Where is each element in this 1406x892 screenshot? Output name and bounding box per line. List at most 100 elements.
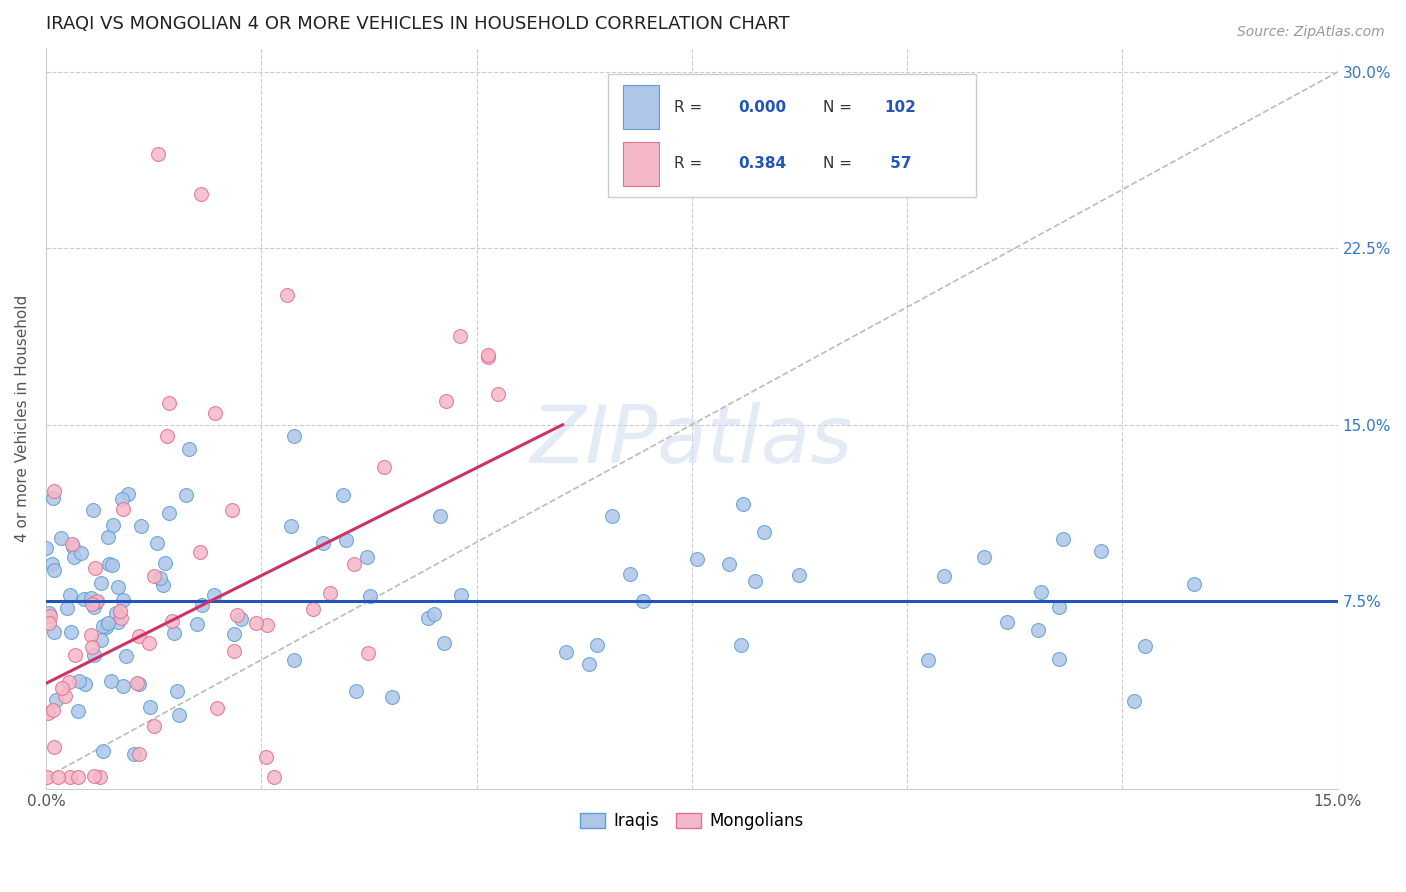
- Point: [555, 645, 578, 659]
- Point: [108, 604, 131, 618]
- Point: [256, 618, 278, 632]
- Point: [995, 615, 1018, 630]
- FancyBboxPatch shape: [623, 86, 659, 129]
- Point: [49, 532, 72, 546]
- Point: [59, 771, 82, 785]
- Point: [149, 571, 172, 585]
- Point: [160, 614, 183, 628]
- Point: [205, 700, 228, 714]
- Point: [97, 615, 120, 630]
- Point: [600, 509, 623, 524]
- Point: [83, 648, 105, 662]
- Point: [53, 689, 76, 703]
- Point: [359, 589, 381, 603]
- Point: [35, 771, 58, 785]
- Point: [59, 588, 82, 602]
- FancyBboxPatch shape: [623, 142, 659, 186]
- Point: [283, 429, 305, 443]
- Point: [58, 675, 80, 690]
- Text: 0.384: 0.384: [738, 156, 787, 171]
- Point: [138, 635, 160, 649]
- Text: N =: N =: [823, 156, 856, 171]
- Point: [163, 626, 186, 640]
- Point: [157, 396, 180, 410]
- Point: [1047, 600, 1070, 615]
- Point: [139, 699, 162, 714]
- Point: [166, 684, 188, 698]
- Point: [373, 460, 395, 475]
- Point: [59, 624, 82, 639]
- Point: [107, 580, 129, 594]
- Text: 0.000: 0.000: [738, 100, 787, 115]
- Point: [381, 690, 404, 705]
- Point: [111, 593, 134, 607]
- Point: [127, 676, 149, 690]
- Point: [224, 644, 246, 658]
- Point: [143, 718, 166, 732]
- Point: [42, 491, 65, 505]
- Point: [107, 615, 129, 630]
- Point: [188, 545, 211, 559]
- Point: [37, 706, 59, 721]
- Point: [35, 541, 58, 556]
- Point: [449, 329, 471, 343]
- Point: [80, 640, 103, 655]
- Point: [115, 648, 138, 663]
- Point: [578, 657, 600, 671]
- Point: [186, 617, 208, 632]
- Point: [128, 676, 150, 690]
- Point: [42, 740, 65, 755]
- Point: [486, 386, 509, 401]
- Point: [80, 597, 103, 611]
- Point: [91, 619, 114, 633]
- Point: [731, 497, 754, 511]
- Point: [434, 393, 457, 408]
- Point: [111, 492, 134, 507]
- Point: [90, 632, 112, 647]
- FancyBboxPatch shape: [607, 74, 976, 196]
- Point: [152, 578, 174, 592]
- Point: [204, 406, 226, 420]
- Point: [631, 594, 654, 608]
- Point: [97, 530, 120, 544]
- Point: [174, 488, 197, 502]
- Point: [450, 588, 472, 602]
- Text: 57: 57: [884, 156, 911, 171]
- Point: [38, 607, 60, 621]
- Point: [1090, 544, 1112, 558]
- Text: 102: 102: [884, 100, 917, 115]
- Point: [128, 747, 150, 761]
- Point: [226, 607, 249, 622]
- Point: [730, 638, 752, 652]
- Point: [45, 692, 67, 706]
- Point: [143, 569, 166, 583]
- Point: [256, 749, 278, 764]
- Point: [60, 537, 83, 551]
- Point: [38, 616, 60, 631]
- Point: [418, 611, 440, 625]
- Point: [98, 558, 121, 572]
- Point: [190, 187, 212, 202]
- Point: [55, 600, 77, 615]
- Text: Source: ZipAtlas.com: Source: ZipAtlas.com: [1237, 25, 1385, 39]
- Point: [73, 591, 96, 606]
- Point: [280, 519, 302, 533]
- Point: [356, 549, 378, 564]
- Point: [145, 536, 167, 550]
- Point: [1047, 651, 1070, 665]
- Point: [1133, 640, 1156, 654]
- Point: [122, 747, 145, 761]
- Point: [38, 609, 60, 624]
- Point: [83, 599, 105, 614]
- Y-axis label: 4 or more Vehicles in Household: 4 or more Vehicles in Household: [15, 295, 30, 542]
- Point: [1026, 623, 1049, 637]
- Point: [744, 574, 766, 588]
- Point: [94, 620, 117, 634]
- Point: [1182, 577, 1205, 591]
- Point: [344, 683, 367, 698]
- Point: [585, 638, 607, 652]
- Point: [110, 611, 132, 625]
- Point: [686, 552, 709, 566]
- Point: [93, 744, 115, 758]
- Text: IRAQI VS MONGOLIAN 4 OR MORE VEHICLES IN HOUSEHOLD CORRELATION CHART: IRAQI VS MONGOLIAN 4 OR MORE VEHICLES IN…: [46, 15, 790, 33]
